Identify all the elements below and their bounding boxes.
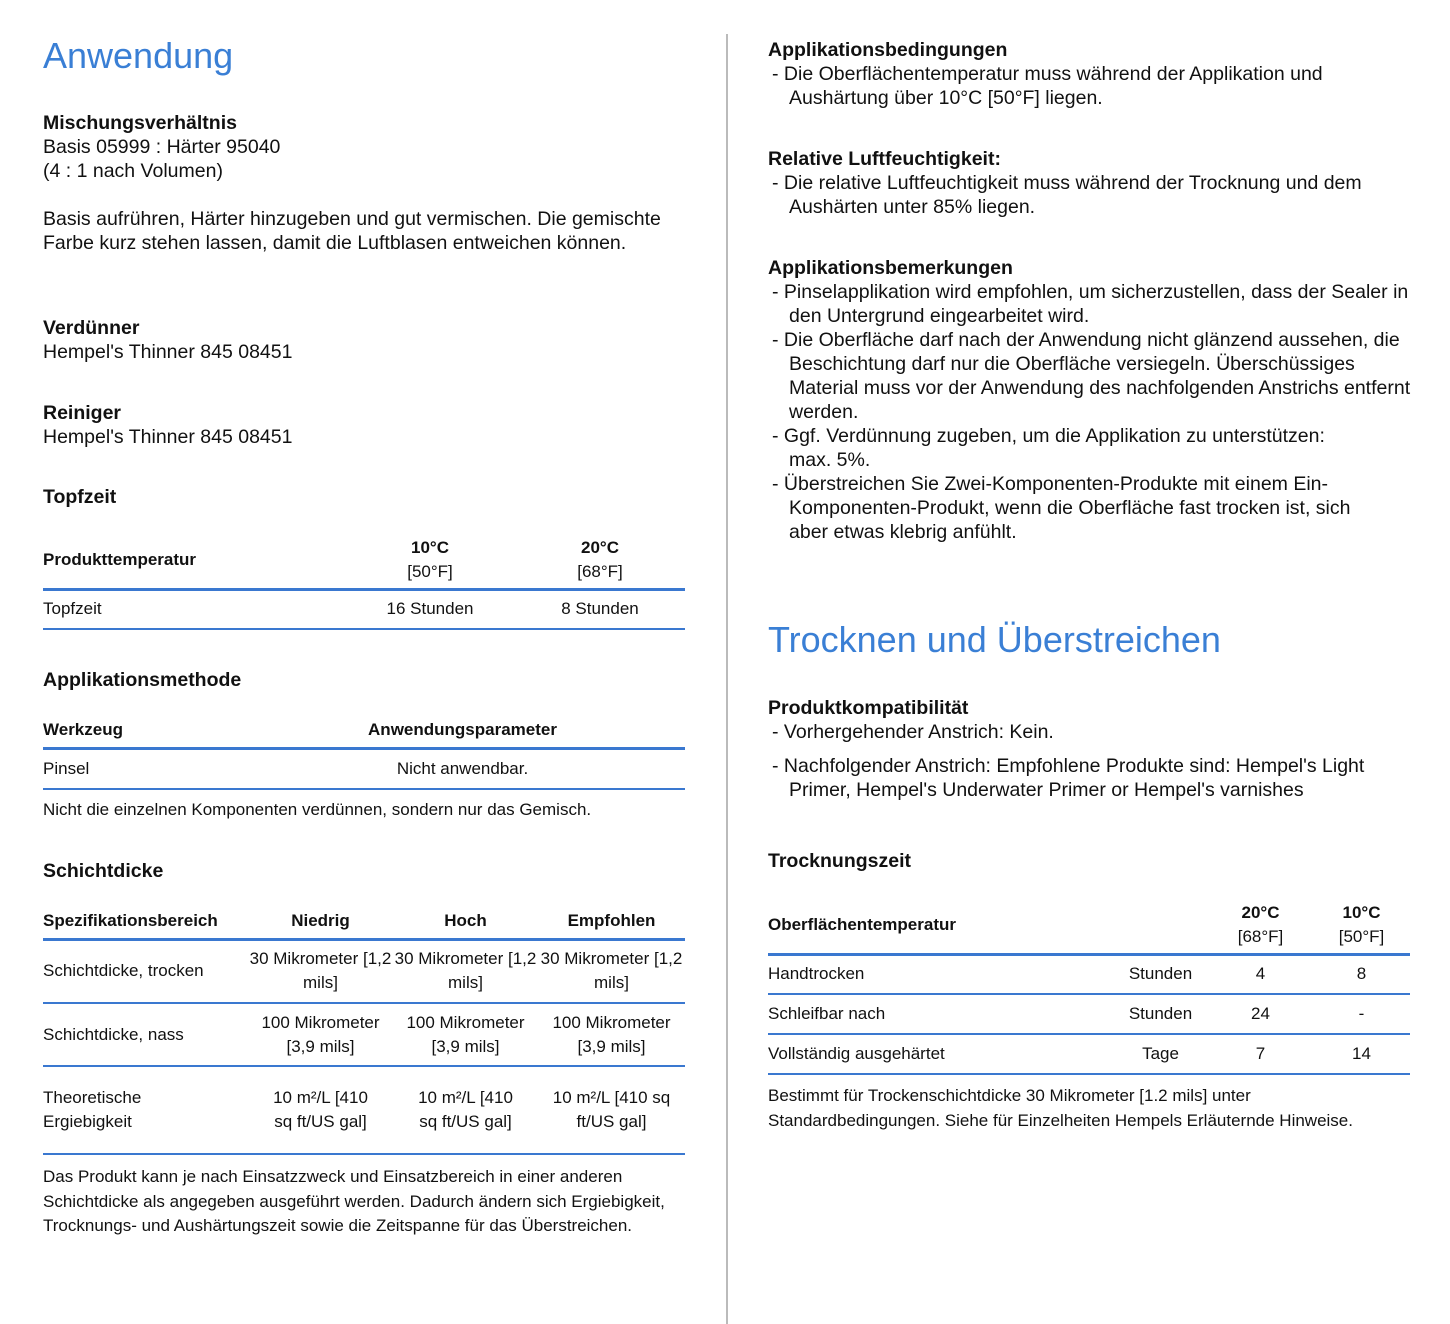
- list-item: Die Oberfläche darf nach der Anwendung n…: [772, 328, 1413, 424]
- section-title-trocknen: Trocknen und Überstreichen: [768, 619, 1221, 660]
- list-item: Die Oberflächentemperatur muss während d…: [772, 62, 1418, 110]
- potlife-table: Produkttemperatur 10°C [50°F] 20°C [68°F] …: [43, 532, 685, 630]
- table-cell: 10 m²/L [410 sq ft/US gal]: [418, 1088, 513, 1131]
- list-item: Pinselapplikation wird empfohlen, um sic…: [772, 280, 1413, 328]
- method-table: Werkzeug Anwendungsparameter Pinsel Nich…: [43, 714, 685, 790]
- column-header: 20°C [68°F]: [1237, 902, 1284, 946]
- compat-heading: Produktkompatibilität: [768, 697, 969, 719]
- mixing-line: (4 : 1 nach Volumen): [43, 160, 223, 182]
- table-row: Topfzeit 16 Stunden 8 Stunden: [43, 589, 685, 629]
- table-row: Schichtdicke, nass 100 Mikrometer [3,9 m…: [43, 1003, 685, 1066]
- column-header: 10°C [50°F]: [407, 537, 453, 581]
- mixing-text: Basis aufrühren, Härter hinzugeben und g…: [43, 208, 661, 254]
- table-cell: Tage: [1142, 1044, 1179, 1063]
- column-header: 10°C [50°F]: [1338, 902, 1385, 946]
- column-header: Oberflächentemperatur: [768, 914, 956, 934]
- film-table: Spezifikationsbereich Niedrig Hoch Empfo…: [43, 905, 685, 1155]
- table-row: Vollständig ausgehärtet Tage 7 14: [768, 1034, 1410, 1074]
- list-item: Die relative Luftfeuchtigkeit muss währe…: [772, 171, 1418, 219]
- cleaner-value: Hempel's Thinner 845 08451: [43, 426, 293, 448]
- section-title-anwendung: Anwendung: [43, 35, 234, 76]
- column-divider: [726, 34, 728, 1324]
- drying-table: Oberflächentemperatur 20°C [68°F] 10°C [50…: [768, 897, 1410, 1075]
- column-header: 20°C [68°F]: [577, 537, 623, 581]
- column-header: Anwendungsparameter: [368, 720, 557, 740]
- table-cell: 16 Stunden: [386, 599, 474, 619]
- cleaner-heading: Reiniger: [43, 402, 122, 424]
- method-note: Nicht die einzelnen Komponenten verdünne…: [43, 800, 592, 819]
- table-cell: Vollständig ausgehärtet: [768, 1044, 945, 1063]
- table-cell: 8: [1356, 964, 1367, 984]
- table-row: Handtrocken Stunden 4 8: [768, 954, 1410, 994]
- humidity-heading: Relative Luftfeuchtigkeit:: [768, 148, 1001, 170]
- list-item: Vorhergehender Anstrich: Kein.: [772, 720, 1413, 744]
- table-cell: 10 m²/L [410 sq ft/US gal]: [552, 1088, 671, 1131]
- table-cell: Pinsel: [43, 758, 90, 778]
- mixing-block: Mischungsverhältnis Basis 05999 : Härter…: [43, 111, 693, 183]
- table-cell: Stunden: [1128, 964, 1193, 984]
- table-row: Pinsel Nicht anwendbar.: [43, 748, 685, 789]
- mixing-heading: Mischungsverhältnis: [43, 112, 237, 134]
- table-cell: 30 Mikrometer [1,2 mils]: [394, 949, 537, 993]
- table-cell: Schichtdicke, trocken: [43, 961, 204, 981]
- conditions-heading: Applikationsbedingungen: [768, 39, 1008, 61]
- column-header: Niedrig: [291, 911, 350, 931]
- conditions-block: Applikationsbedingungen Die Oberflächent…: [768, 38, 1418, 110]
- table-cell: Schleifbar nach: [768, 1004, 886, 1023]
- table-cell: Handtrocken: [768, 964, 865, 984]
- table-cell: 7: [1255, 1044, 1266, 1063]
- compat-block: Produktkompatibilität Vorhergehender Ans…: [768, 696, 1413, 802]
- potlife-heading: Topfzeit: [43, 486, 117, 508]
- thinner-heading: Verdünner: [43, 317, 140, 339]
- humidity-block: Relative Luftfeuchtigkeit: Die relative …: [768, 147, 1418, 219]
- table-cell: 10 m²/L [410 sq ft/US gal]: [273, 1088, 368, 1131]
- table-cell: 100 Mikrometer [3,9 mils]: [552, 1012, 671, 1056]
- list-item: Ggf. Verdünnung zugeben, um die Applikat…: [772, 424, 1413, 472]
- cleaner-block: Reiniger Hempel's Thinner 845 08451: [43, 401, 292, 449]
- column-header: [1113, 897, 1208, 954]
- table-row: Schleifbar nach Stunden 24 -: [768, 994, 1410, 1034]
- method-heading: Applikationsmethode: [43, 669, 242, 691]
- thinner-value: Hempel's Thinner 845 08451: [43, 341, 293, 363]
- table-cell: 4: [1255, 964, 1266, 984]
- column-header: Werkzeug: [43, 720, 123, 740]
- table-row: Schichtdicke, trocken 30 Mikrometer [1,2…: [43, 939, 685, 1003]
- column-header: Produkttemperatur: [43, 549, 197, 569]
- column-header: Empfohlen: [567, 911, 656, 931]
- table-cell: 24: [1251, 1004, 1270, 1023]
- table-cell: 14: [1352, 1044, 1371, 1063]
- table-cell: 8 Stunden: [561, 599, 639, 619]
- table-cell: Schichtdicke, nass: [43, 1024, 184, 1044]
- remarks-heading: Applikationsbemerkungen: [768, 257, 1013, 279]
- drying-heading: Trocknungszeit: [768, 850, 912, 872]
- table-cell: Nicht anwendbar.: [396, 758, 529, 778]
- table-cell: 100 Mikrometer [3,9 mils]: [261, 1012, 380, 1056]
- table-cell: Theoretische Ergiebigkeit: [43, 1088, 142, 1131]
- thinner-block: Verdünner Hempel's Thinner 845 08451: [43, 316, 292, 364]
- mixing-line: Basis 05999 : Härter 95040: [43, 136, 281, 158]
- column-header: Hoch: [444, 911, 487, 931]
- list-item: Nachfolgender Anstrich: Empfohlene Produ…: [772, 754, 1413, 802]
- table-cell: 100 Mikrometer [3,9 mils]: [406, 1012, 525, 1056]
- table-cell: -: [1358, 1004, 1365, 1023]
- table-cell: Topfzeit: [43, 599, 102, 619]
- drying-note: Bestimmt für Trockenschichtdicke 30 Mikr…: [768, 1086, 1353, 1130]
- column-header: Spezifikationsbereich: [43, 911, 218, 931]
- film-note: Das Produkt kann je nach Einsatzzweck un…: [43, 1167, 665, 1235]
- table-cell: 30 Mikrometer [1,2 mils]: [540, 949, 683, 993]
- film-heading: Schichtdicke: [43, 860, 164, 882]
- remarks-block: Applikationsbemerkungen Pinselapplikatio…: [768, 256, 1413, 544]
- table-cell: 30 Mikrometer [1,2 mils]: [249, 949, 392, 993]
- table-row: Theoretische Ergiebigkeit 10 m²/L [410 s…: [43, 1066, 685, 1154]
- table-cell: Stunden: [1128, 1004, 1193, 1023]
- list-item: Überstreichen Sie Zwei-Komponenten-Produ…: [772, 472, 1413, 544]
